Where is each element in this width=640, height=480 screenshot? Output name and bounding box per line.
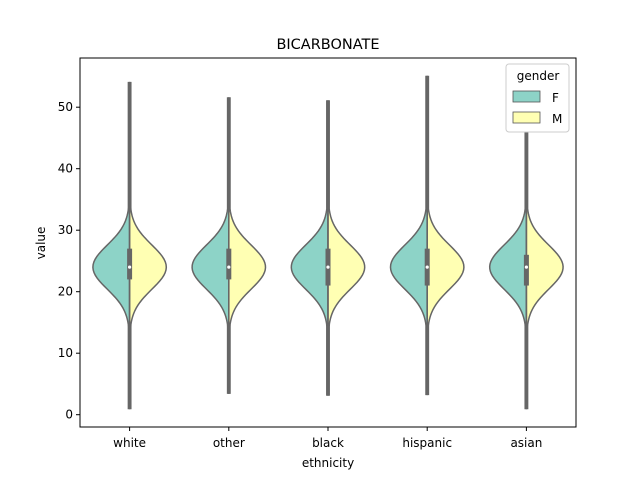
iqr-box-asian [523, 254, 529, 286]
x-tick-label: white [113, 436, 146, 450]
violin-other-m [228, 97, 267, 394]
y-tick-label: 30 [58, 223, 73, 237]
legend-label-f: F [552, 91, 559, 105]
y-axis: 0 10 20 30 40 50 [58, 100, 80, 422]
violin-hispanic-f [389, 75, 428, 396]
median-point-hispanic [425, 265, 429, 269]
violin-hispanic-m [426, 75, 465, 396]
legend: gender F M [505, 63, 570, 133]
x-axis-label: ethnicity [302, 456, 354, 470]
chart-title: BICARBONATE [276, 37, 379, 53]
median-point-other [227, 265, 231, 269]
x-tick-label: hispanic [402, 436, 452, 450]
y-tick-label: 40 [58, 162, 73, 176]
legend-title: gender [517, 69, 560, 83]
iqr-box-white [127, 248, 133, 280]
median-point-asian [524, 265, 529, 269]
violin-asian-f [488, 118, 528, 410]
legend-swatch-f [512, 90, 541, 103]
y-tick-label: 20 [58, 285, 73, 299]
x-tick-label: asian [510, 436, 542, 450]
legend-label-m: M [552, 112, 562, 126]
violin-black-f [290, 100, 329, 396]
x-axis: white other black hispanic asian [113, 427, 542, 450]
legend-swatch-m [512, 111, 541, 124]
iqr-box-other [226, 248, 232, 280]
median-point-white [128, 265, 132, 269]
y-tick-label: 10 [58, 346, 73, 360]
x-tick-label: other [213, 436, 245, 450]
violin-white-f [92, 81, 131, 410]
y-tick-label: 0 [65, 408, 73, 422]
violin-white-m [128, 81, 168, 410]
x-tick-label: black [312, 436, 344, 450]
median-point-black [326, 265, 330, 269]
violins [92, 75, 564, 410]
violin-asian-m [525, 118, 564, 410]
y-axis-label: value [34, 227, 48, 260]
violin-black-m [327, 100, 366, 396]
y-tick-label: 50 [58, 100, 73, 114]
violin-other-f [191, 97, 230, 394]
